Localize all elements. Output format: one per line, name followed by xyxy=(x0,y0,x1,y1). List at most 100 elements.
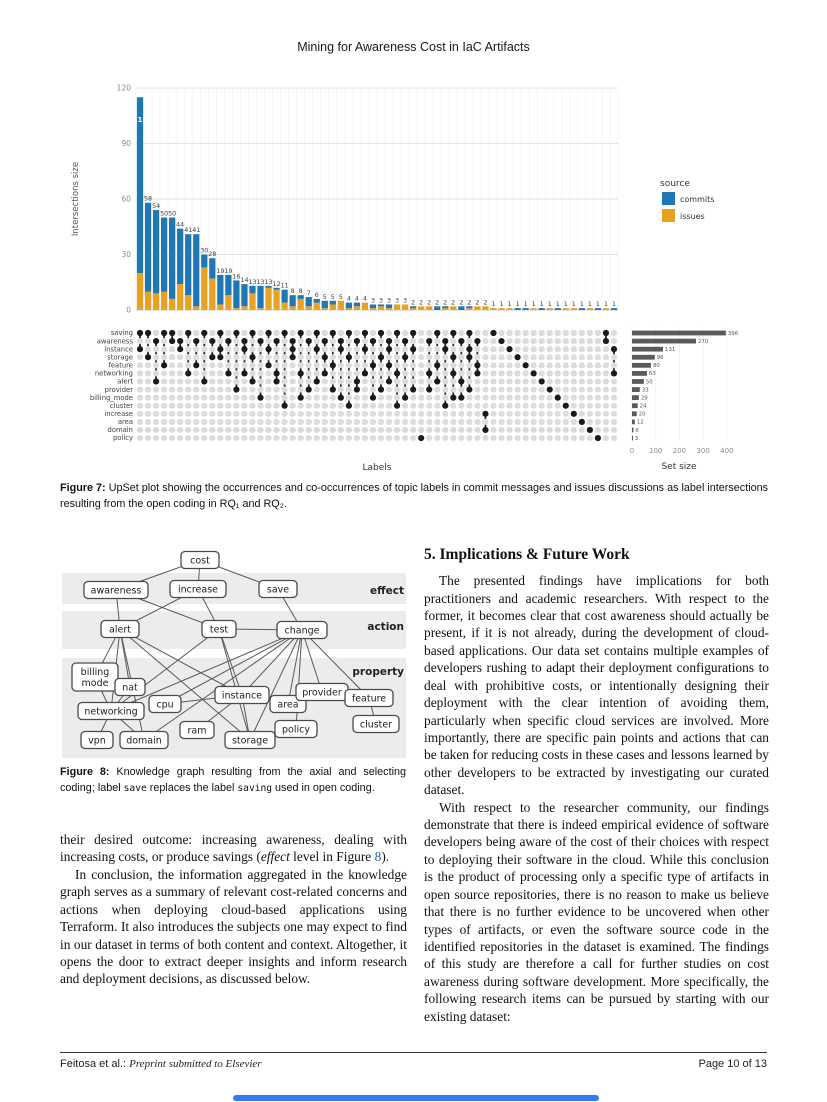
svg-text:1: 1 xyxy=(612,301,616,308)
svg-text:networking: networking xyxy=(84,706,137,717)
svg-text:30: 30 xyxy=(200,248,208,255)
svg-text:awareness: awareness xyxy=(91,585,142,596)
svg-text:13: 13 xyxy=(257,279,265,286)
svg-text:0: 0 xyxy=(126,306,131,315)
svg-text:1: 1 xyxy=(508,301,512,308)
svg-text:11: 11 xyxy=(281,283,289,290)
svg-text:300: 300 xyxy=(696,447,709,455)
svg-text:4: 4 xyxy=(363,296,367,303)
svg-text:4: 4 xyxy=(355,296,359,303)
svg-text:270: 270 xyxy=(698,339,709,345)
svg-text:30: 30 xyxy=(121,250,131,259)
svg-text:increase: increase xyxy=(178,584,218,595)
figure7-caption-label: Figure 7: xyxy=(60,482,106,494)
figure8-caption-text2: replaces the label xyxy=(146,781,238,794)
svg-text:provider: provider xyxy=(105,386,134,394)
svg-text:1: 1 xyxy=(604,301,608,308)
right-text-column: 5. Implications & Future Work The presen… xyxy=(424,545,769,1025)
svg-text:14: 14 xyxy=(240,277,248,284)
svg-text:5: 5 xyxy=(331,294,335,301)
svg-text:cost: cost xyxy=(190,555,210,566)
svg-text:domain: domain xyxy=(126,735,162,746)
figure7-caption-text: UpSet plot showing the occurrences and c… xyxy=(60,482,769,510)
svg-text:action: action xyxy=(367,621,404,633)
svg-text:19: 19 xyxy=(224,268,232,275)
figure8-caption: Figure 8: Knowledge graph resulting from… xyxy=(60,765,406,796)
svg-text:396: 396 xyxy=(728,331,739,337)
svg-text:3: 3 xyxy=(371,297,375,304)
figure8-reference-link[interactable]: 8 xyxy=(374,849,382,865)
svg-text:domain: domain xyxy=(108,426,133,434)
svg-text:saving: saving xyxy=(111,329,133,337)
svg-text:29: 29 xyxy=(641,395,648,401)
footer-preprint-note: Preprint submitted to Elsevier xyxy=(129,1058,262,1070)
svg-text:feature: feature xyxy=(108,362,133,370)
right-paragraph-1: The presented findings have implications… xyxy=(424,573,769,798)
svg-text:source: source xyxy=(660,179,690,189)
svg-text:1: 1 xyxy=(524,301,528,308)
footer-authors: Feitosa et al.: xyxy=(60,1058,130,1070)
left-text-column: their desired outcome: increasing awaren… xyxy=(60,831,407,988)
svg-text:1: 1 xyxy=(596,301,600,308)
svg-text:commits: commits xyxy=(680,195,714,204)
svg-text:policy: policy xyxy=(113,434,133,442)
svg-text:16: 16 xyxy=(232,273,240,280)
svg-text:Labels: Labels xyxy=(363,463,392,473)
svg-text:33: 33 xyxy=(642,387,649,393)
svg-text:feature: feature xyxy=(352,693,386,704)
svg-text:2: 2 xyxy=(451,299,455,306)
svg-text:6: 6 xyxy=(315,292,319,299)
svg-text:storage: storage xyxy=(107,353,133,361)
svg-text:1: 1 xyxy=(580,301,584,308)
svg-text:19: 19 xyxy=(216,268,224,275)
svg-text:20: 20 xyxy=(639,412,646,418)
svg-text:2: 2 xyxy=(459,299,463,306)
running-head-title: Mining for Awareness Cost in IaC Artifac… xyxy=(297,40,530,54)
svg-text:1: 1 xyxy=(588,301,592,308)
svg-text:increase: increase xyxy=(104,410,133,418)
svg-text:billing_mode: billing_mode xyxy=(90,394,133,402)
svg-text:1: 1 xyxy=(564,301,568,308)
svg-text:2: 2 xyxy=(427,299,431,306)
svg-text:50: 50 xyxy=(646,379,653,385)
svg-text:63: 63 xyxy=(649,371,656,377)
svg-text:3: 3 xyxy=(395,297,399,304)
svg-text:cluster: cluster xyxy=(110,402,133,410)
svg-text:58: 58 xyxy=(144,196,152,203)
svg-text:alert: alert xyxy=(109,624,131,635)
svg-text:2: 2 xyxy=(419,299,423,306)
svg-text:131: 131 xyxy=(665,347,675,353)
left-p1-text3: ). xyxy=(381,849,390,865)
svg-text:200: 200 xyxy=(673,447,686,455)
left-p1-text: their desired outcome: increasing awaren… xyxy=(60,832,407,865)
svg-text:instance: instance xyxy=(222,690,262,701)
svg-text:5: 5 xyxy=(339,294,343,301)
svg-text:13: 13 xyxy=(265,279,273,286)
svg-text:vpn: vpn xyxy=(88,735,106,746)
svg-text:1: 1 xyxy=(556,301,560,308)
code-save: save xyxy=(123,782,147,794)
figure7-caption: Figure 7: UpSet plot showing the occurre… xyxy=(60,481,768,512)
svg-text:4: 4 xyxy=(347,296,351,303)
svg-text:50: 50 xyxy=(160,211,168,218)
svg-text:5: 5 xyxy=(323,294,327,301)
svg-text:provider: provider xyxy=(302,687,342,698)
footer-rule xyxy=(60,1052,767,1053)
knowledge-graph-figure: effect action property cost awareness increas… xyxy=(60,542,412,762)
svg-text:12: 12 xyxy=(637,420,644,426)
scroll-position-indicator[interactable] xyxy=(233,1095,599,1101)
page-footer: Page 10 of 13 Feitosa et al.: Preprint s… xyxy=(60,1058,767,1070)
svg-text:change: change xyxy=(285,625,320,636)
svg-text:Intersections size: Intersections size xyxy=(71,162,81,236)
right-paragraph-2: With respect to the researcher community… xyxy=(424,799,769,1024)
svg-text:1: 1 xyxy=(500,301,504,308)
svg-text:50: 50 xyxy=(168,211,176,218)
svg-text:1: 1 xyxy=(516,301,520,308)
svg-text:2: 2 xyxy=(475,299,479,306)
svg-text:2: 2 xyxy=(443,299,447,306)
svg-text:2: 2 xyxy=(435,299,439,306)
svg-text:41: 41 xyxy=(192,227,200,234)
svg-text:3: 3 xyxy=(387,297,391,304)
svg-text:ram: ram xyxy=(188,725,207,736)
